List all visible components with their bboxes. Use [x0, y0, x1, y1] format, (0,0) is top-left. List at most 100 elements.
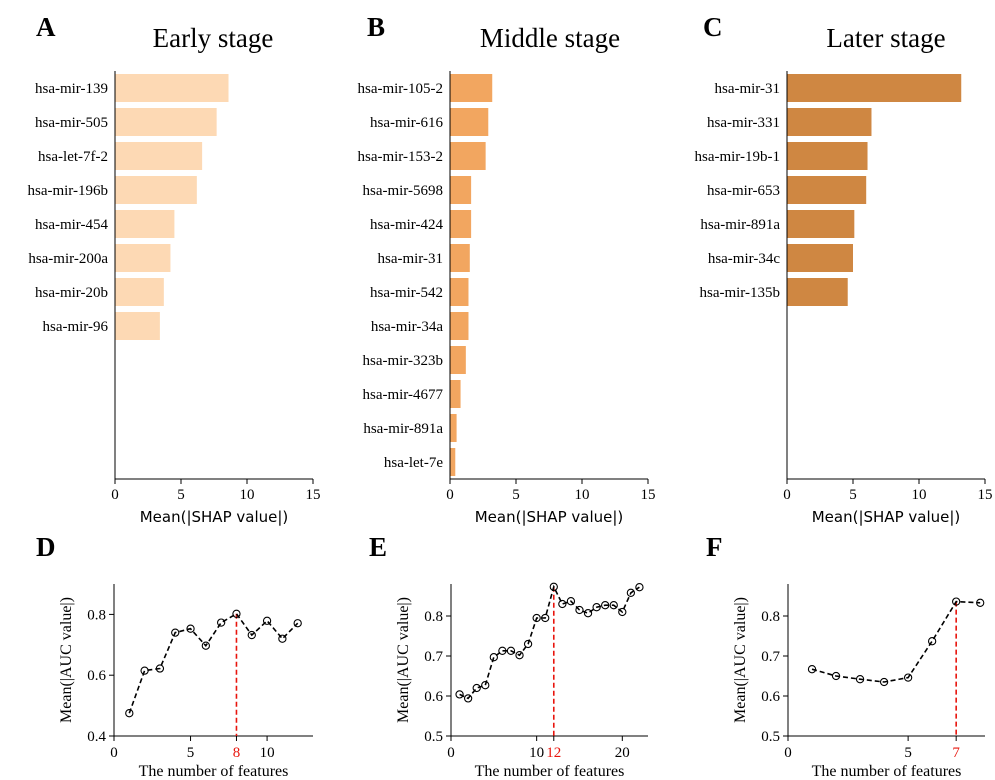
category-label-hsa-mir-34a: hsa-mir-34a [371, 319, 444, 335]
bar-hsa-mir-653 [787, 176, 867, 204]
category-label-hsa-mir-891a: hsa-mir-891a [363, 421, 443, 437]
bar-chart-early-stage: hsa-mir-139 hsa-mir-505 hsa-let-7f-2 hsa-mi… [27, 71, 321, 526]
line-chart-later-auc: 0 5 7 0.5 0.6 0.7 0.8 The number of features Mea… [732, 584, 985, 780]
category-label-hsa-mir-505: hsa-mir-505 [35, 115, 108, 131]
category-label-hsa-mir-4677: hsa-mir-4677 [362, 387, 443, 403]
category-label-hsa-mir-135b: hsa-mir-135b [699, 285, 780, 301]
bar-hsa-mir-34c [787, 244, 853, 272]
bar-hsa-mir-96 [115, 312, 160, 340]
bar-hsa-mir-139 [115, 74, 229, 102]
category-label-hsa-mir-653: hsa-mir-653 [707, 183, 780, 199]
x-tick-label-highlight: 12 [546, 745, 561, 761]
data-point-6 [498, 646, 507, 655]
y-tick-label-0.8: 0.8 [424, 609, 443, 625]
bar-hsa-mir-20b [115, 278, 164, 306]
bar-hsa-mir-135b [787, 278, 848, 306]
data-point-14 [566, 597, 576, 606]
y-tick-label-0.7: 0.7 [761, 649, 780, 665]
x-tick-label-20: 20 [615, 745, 630, 761]
y-axis-label: Mean(|AUC value|) [395, 597, 412, 723]
category-label-hsa-mir-891a: hsa-mir-891a [700, 217, 780, 233]
panel-letter-f: F [706, 532, 723, 562]
x-axis-label: The number of features [812, 763, 962, 780]
category-label-hsa-mir-20b: hsa-mir-20b [35, 285, 108, 301]
x-tick-label-5: 5 [512, 487, 520, 503]
data-point-8 [515, 651, 524, 660]
x-tick-label-5: 5 [904, 745, 912, 761]
panel-title-c: Later stage [826, 23, 945, 53]
panel-letter-e: E [369, 532, 387, 562]
category-label-hsa-mir-34c: hsa-mir-34c [708, 251, 781, 267]
x-axis-label: Mean(|SHAP value|) [140, 508, 289, 526]
data-point-6 [927, 637, 937, 646]
x-tick-label-10: 10 [240, 487, 255, 503]
x-tick-label-highlight: 7 [952, 745, 960, 761]
x-tick-label-5: 5 [849, 487, 857, 503]
category-label-hsa-mir-139: hsa-mir-139 [35, 81, 108, 97]
panel-title-a: Early stage [153, 23, 274, 53]
auc-series-line [811, 600, 981, 683]
data-point-3 [472, 683, 481, 693]
category-label-hsa-mir-616: hsa-mir-616 [370, 115, 444, 131]
data-point-2 [831, 671, 841, 681]
category-label-hsa-mir-454: hsa-mir-454 [35, 217, 109, 233]
x-tick-label-10: 10 [529, 745, 544, 761]
data-point-7 [506, 646, 516, 655]
x-tick-label-15: 15 [306, 487, 321, 503]
bar-hsa-mir-153-2 [450, 142, 486, 170]
data-point-3 [155, 664, 165, 673]
x-tick-label-highlight: 8 [233, 745, 241, 761]
data-point-1 [807, 665, 817, 674]
bar-hsa-mir-454 [115, 210, 175, 238]
x-tick-label-0: 0 [111, 487, 119, 503]
y-tick-label-0.4: 0.4 [87, 729, 106, 745]
bar-hsa-mir-4677 [450, 380, 461, 408]
bar-hsa-mir-891a [450, 414, 457, 442]
y-tick-label-0.8: 0.8 [87, 607, 106, 623]
y-tick-label-0.6: 0.6 [761, 689, 780, 705]
data-point-11 [278, 634, 287, 643]
bar-hsa-mir-31 [450, 244, 470, 272]
data-point-3 [855, 675, 865, 684]
category-label-hsa-mir-31: hsa-mir-31 [714, 81, 780, 97]
data-point-16 [583, 609, 593, 618]
line-chart-middle-auc: 0 10 20 12 0.5 0.6 0.7 0.8 The number of feature… [395, 582, 648, 780]
x-tick-label-10: 10 [260, 745, 275, 761]
data-point-2 [140, 666, 149, 675]
x-axis-label: The number of features [139, 763, 289, 780]
data-point-20 [618, 607, 627, 617]
category-label-hsa-mir-153-2: hsa-mir-153-2 [357, 149, 443, 165]
y-tick-label-0.5: 0.5 [761, 729, 780, 745]
data-point-10 [532, 613, 541, 623]
bar-hsa-mir-196b [115, 176, 197, 204]
data-point-4 [171, 628, 180, 637]
data-point-12 [549, 582, 558, 591]
data-point-4 [879, 677, 889, 687]
data-point-2 [463, 694, 473, 703]
data-point-5 [186, 624, 195, 633]
data-point-9 [523, 639, 533, 649]
category-label-hsa-mir-19b-1: hsa-mir-19b-1 [694, 149, 780, 165]
panel-letter-c: C [703, 12, 723, 42]
bar-chart-middle-stage: hsa-mir-105-2 hsa-mir-616 hsa-mir-153-2 hsa… [357, 71, 656, 526]
bar-hsa-mir-891a [787, 210, 855, 238]
auc-series-line [459, 584, 640, 700]
data-point-17 [592, 603, 601, 612]
bar-hsa-mir-200a [115, 244, 171, 272]
category-label-hsa-mir-105-2: hsa-mir-105-2 [357, 81, 443, 97]
bar-hsa-mir-616 [450, 108, 489, 136]
data-point-1 [455, 690, 464, 699]
bar-hsa-mir-5698 [450, 176, 472, 204]
data-point-7 [952, 597, 961, 606]
y-axis-label: Mean(|AUC value|) [58, 597, 75, 723]
x-tick-label-0: 0 [446, 487, 454, 503]
bar-hsa-mir-542 [450, 278, 469, 306]
line-chart-early-auc: 0 5 10 8 0.4 0.6 0.8 The number of features Mean… [58, 584, 313, 780]
x-tick-label-10: 10 [575, 487, 590, 503]
bar-hsa-mir-19b-1 [787, 142, 868, 170]
category-label-hsa-mir-96: hsa-mir-96 [42, 319, 108, 335]
x-axis-label: The number of features [475, 763, 625, 780]
category-label-hsa-mir-424: hsa-mir-424 [370, 217, 444, 233]
panel-letter-d: D [36, 532, 56, 562]
